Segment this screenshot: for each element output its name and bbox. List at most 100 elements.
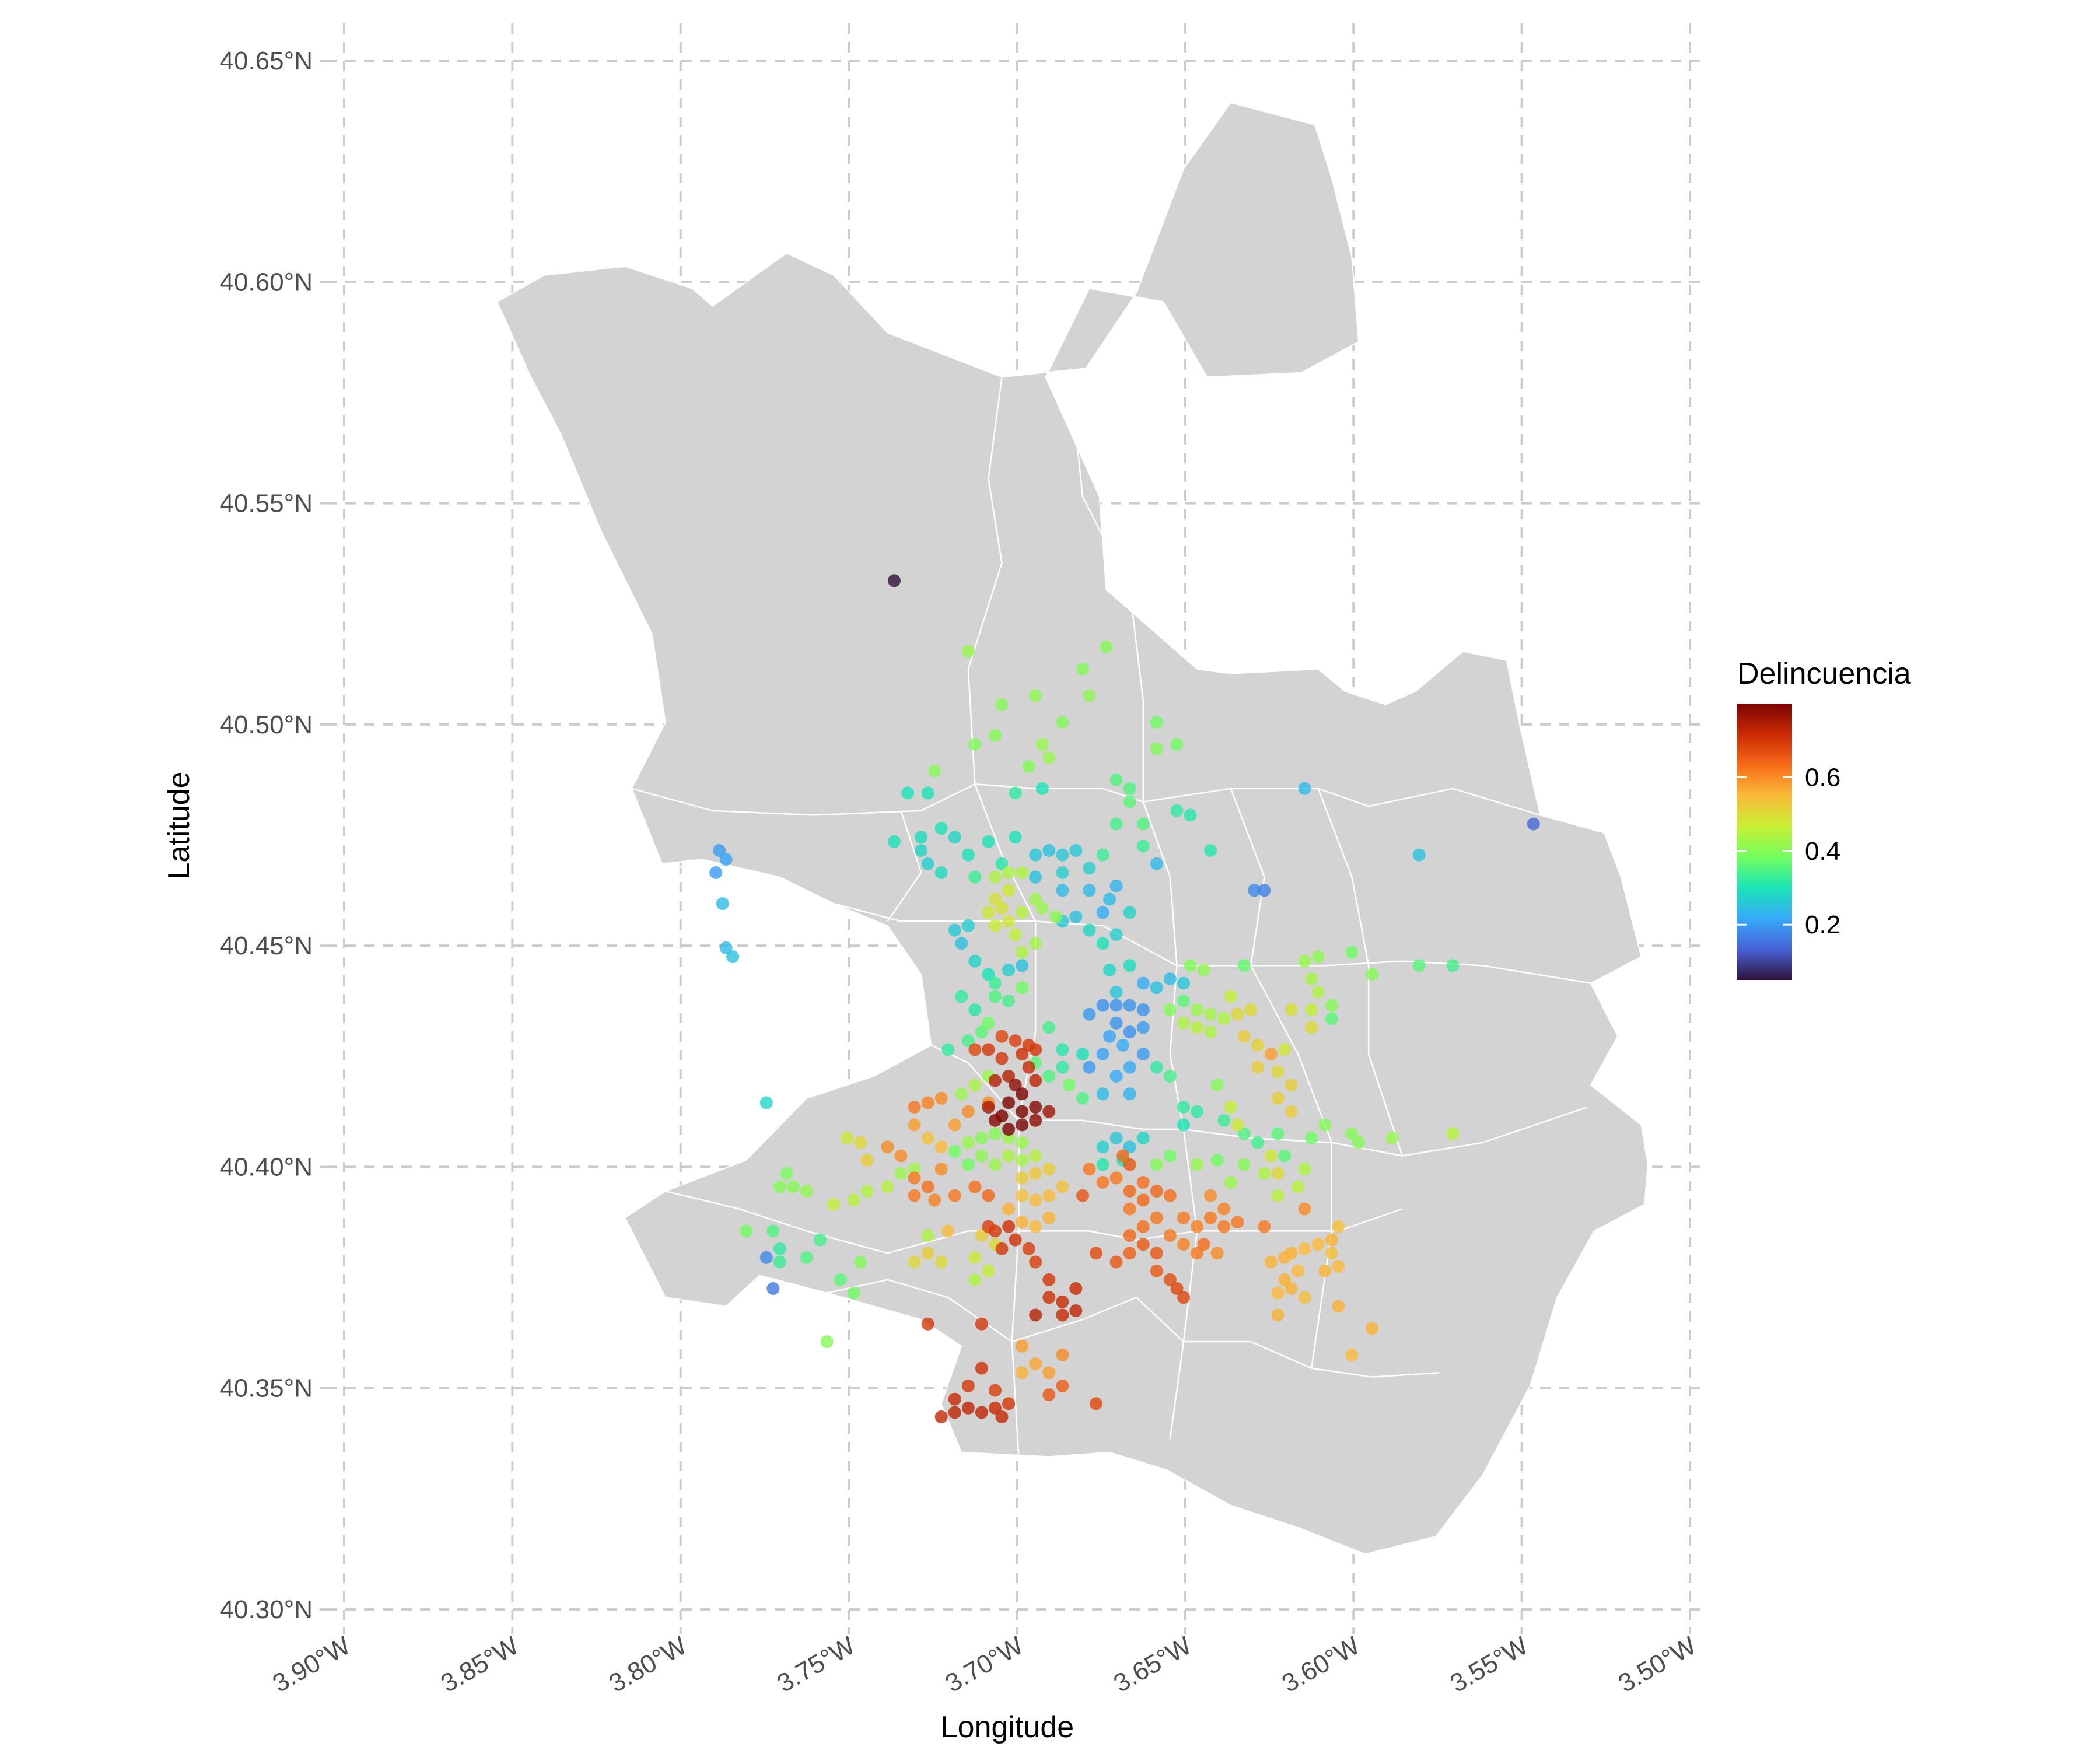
data-point bbox=[989, 1384, 1002, 1397]
data-point bbox=[1123, 795, 1136, 808]
y-tick-label: 40.45°N bbox=[220, 932, 313, 960]
data-point bbox=[1016, 1105, 1029, 1118]
data-point bbox=[908, 1101, 921, 1114]
data-point bbox=[1056, 1060, 1069, 1074]
data-point bbox=[1163, 1149, 1177, 1163]
data-point bbox=[989, 977, 1002, 990]
data-point bbox=[780, 1167, 793, 1180]
city-outline bbox=[496, 102, 1648, 1555]
data-point bbox=[1284, 1105, 1298, 1118]
data-point bbox=[1002, 1096, 1016, 1110]
data-point bbox=[1271, 1286, 1284, 1300]
data-point bbox=[1083, 923, 1096, 937]
data-point bbox=[1029, 892, 1042, 906]
district-boundary bbox=[827, 1279, 1440, 1378]
y-tick-label: 40.65°N bbox=[220, 47, 313, 75]
data-point bbox=[1136, 1194, 1150, 1207]
data-point bbox=[1271, 1167, 1284, 1180]
data-point bbox=[1136, 1003, 1150, 1017]
data-point bbox=[1029, 870, 1042, 884]
district-boundary bbox=[665, 1190, 1403, 1254]
data-point bbox=[1136, 1238, 1150, 1251]
data-point bbox=[921, 1096, 935, 1110]
data-point bbox=[1123, 1087, 1136, 1101]
data-point bbox=[1110, 985, 1123, 999]
data-point bbox=[719, 853, 733, 866]
data-point bbox=[1224, 990, 1237, 1003]
data-point bbox=[975, 1026, 988, 1039]
y-axis-ticks: 40.65°N 40.60°N 40.55°N 40.50°N 40.45°N 40.40… bbox=[220, 47, 327, 1624]
data-point bbox=[1292, 1180, 1305, 1194]
data-point bbox=[1231, 1118, 1244, 1132]
data-point bbox=[1177, 1101, 1190, 1114]
data-point bbox=[1076, 1189, 1089, 1202]
data-point bbox=[1002, 915, 1016, 928]
data-point bbox=[1231, 1007, 1244, 1021]
data-point bbox=[968, 1043, 982, 1056]
data-point bbox=[1123, 1229, 1136, 1242]
data-point bbox=[1016, 1216, 1029, 1229]
data-point bbox=[1029, 1357, 1042, 1370]
data-point bbox=[1029, 1308, 1042, 1322]
data-point bbox=[1177, 1016, 1190, 1030]
data-point bbox=[928, 764, 942, 778]
data-point bbox=[1110, 1171, 1123, 1185]
district-boundary bbox=[887, 810, 922, 922]
data-point bbox=[1002, 1149, 1016, 1163]
data-point bbox=[1056, 848, 1069, 862]
data-point bbox=[1278, 1273, 1291, 1286]
data-point bbox=[921, 786, 935, 800]
data-point bbox=[961, 919, 975, 932]
x-axis-title: Longitude bbox=[941, 1710, 1074, 1744]
data-point bbox=[1029, 1149, 1042, 1163]
x-tick-label: 3.85°W bbox=[436, 1631, 524, 1698]
data-point bbox=[834, 1273, 847, 1286]
data-point bbox=[989, 1074, 1002, 1087]
data-point bbox=[975, 1149, 988, 1163]
data-point bbox=[921, 857, 935, 870]
data-point bbox=[1096, 906, 1110, 919]
district-boundary bbox=[967, 377, 1037, 1457]
data-point bbox=[1123, 1202, 1136, 1216]
data-point bbox=[1191, 1158, 1204, 1171]
data-point bbox=[1016, 906, 1029, 919]
data-point bbox=[1123, 1185, 1136, 1198]
data-point bbox=[1042, 1021, 1056, 1034]
data-point bbox=[982, 1264, 995, 1278]
data-point bbox=[1056, 1308, 1069, 1322]
data-point bbox=[719, 941, 733, 954]
data-point bbox=[1150, 1264, 1163, 1278]
data-point bbox=[1002, 1123, 1016, 1136]
data-point bbox=[975, 1362, 988, 1375]
data-point bbox=[942, 1224, 955, 1238]
data-point bbox=[1325, 999, 1338, 1012]
data-point bbox=[1002, 1069, 1016, 1083]
y-tick-label: 40.35°N bbox=[220, 1374, 313, 1403]
data-point bbox=[1096, 937, 1110, 950]
data-point bbox=[1446, 959, 1460, 972]
data-point bbox=[1016, 981, 1029, 995]
data-point bbox=[908, 1255, 921, 1269]
data-point bbox=[1016, 1087, 1029, 1101]
data-point bbox=[1352, 1136, 1365, 1149]
data-point bbox=[935, 1091, 948, 1105]
x-axis-ticks: 3.90°W 3.85°W 3.80°W 3.75°W 3.70°W 3.65°W 3.60… bbox=[268, 1628, 1701, 1698]
data-point bbox=[1177, 1211, 1190, 1224]
data-point bbox=[773, 1242, 786, 1255]
data-point bbox=[1197, 1238, 1210, 1251]
data-point bbox=[1069, 1282, 1083, 1295]
data-point bbox=[955, 990, 968, 1003]
data-point bbox=[968, 1079, 982, 1092]
data-point bbox=[894, 1167, 908, 1180]
data-point bbox=[847, 1194, 860, 1207]
data-point bbox=[1298, 1242, 1311, 1255]
data-point bbox=[1110, 1069, 1123, 1083]
data-point bbox=[982, 968, 995, 981]
data-point bbox=[1264, 1255, 1278, 1269]
data-point bbox=[1210, 1154, 1224, 1167]
data-point bbox=[968, 1273, 982, 1286]
data-point bbox=[854, 1136, 867, 1149]
data-point bbox=[1016, 1048, 1029, 1060]
data-point bbox=[1298, 954, 1311, 968]
data-point bbox=[961, 848, 975, 862]
